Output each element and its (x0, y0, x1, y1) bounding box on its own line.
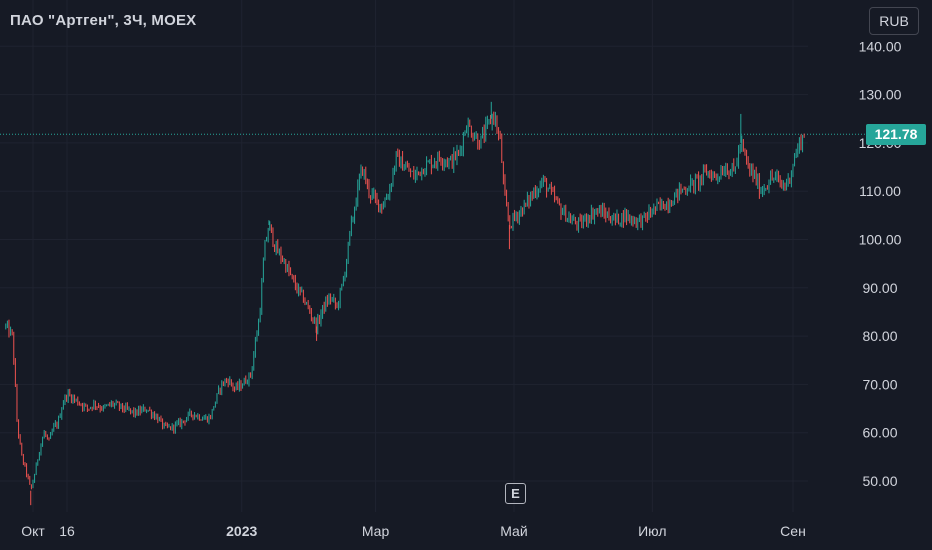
symbol-title: ПАО "Артген", 3Ч, MOEX (10, 12, 197, 29)
currency-button[interactable]: RUB (869, 7, 919, 35)
price-tick-label: 70.00 (862, 376, 897, 392)
price-tick-label: 130.00 (859, 87, 902, 103)
time-tick-label: Окт (21, 523, 45, 539)
price-tick-label: 110.00 (859, 183, 901, 199)
price-tick-label: 60.00 (862, 425, 897, 441)
grid-layer (0, 0, 808, 512)
earnings-event-marker[interactable]: E (505, 483, 526, 504)
candles-layer (5, 101, 805, 506)
time-tick-label: 16 (59, 523, 75, 539)
time-axis[interactable]: Окт 16 2023 Мар Май Июл Сен (21, 523, 806, 539)
time-tick-label: Май (500, 523, 527, 539)
price-axis[interactable]: 50.0060.0070.0080.0090.00100.00110.00120… (859, 38, 902, 489)
time-tick-label: Сен (780, 523, 806, 539)
price-tick-label: 90.00 (862, 280, 897, 296)
time-tick-label: Мар (362, 523, 390, 539)
time-tick-label: Июл (638, 523, 666, 539)
price-tick-label: 100.00 (859, 232, 902, 248)
price-tick-label: 140.00 (859, 38, 902, 54)
time-tick-label: 2023 (226, 523, 257, 539)
price-tick-label: 80.00 (862, 328, 897, 344)
price-tick-label: 50.00 (862, 473, 897, 489)
last-price-badge: 121.78 (866, 124, 926, 145)
